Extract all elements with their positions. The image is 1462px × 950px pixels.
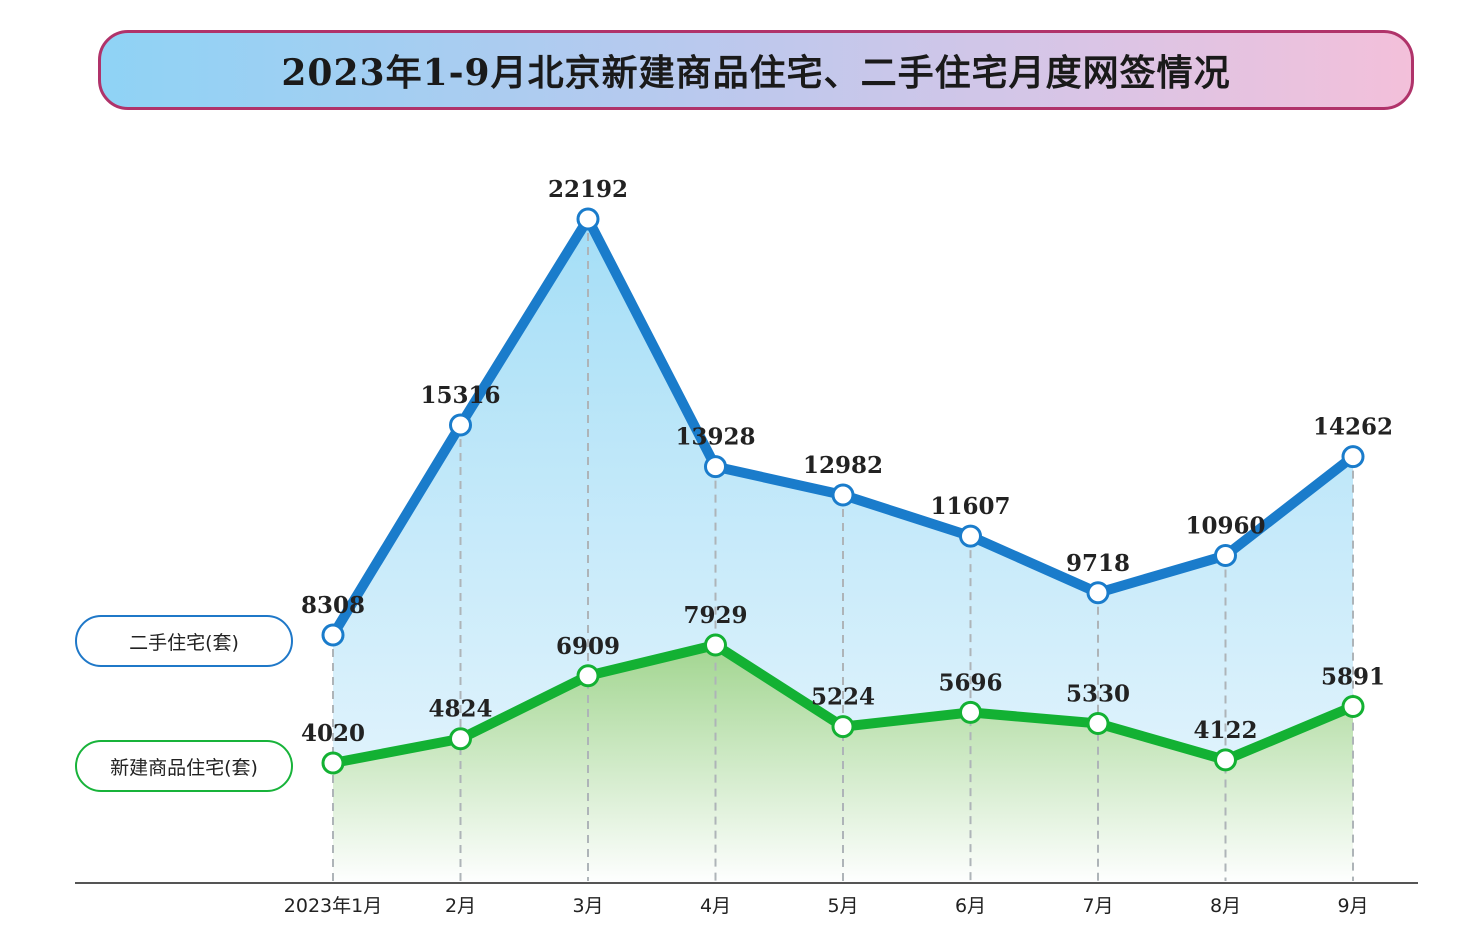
second-hand-value-label: 14262 — [1313, 414, 1393, 441]
second-hand-point — [576, 207, 600, 231]
second-hand-value-label: 10960 — [1185, 513, 1265, 540]
second-hand-point — [1341, 445, 1365, 469]
x-tick-label: 7月 — [1082, 895, 1113, 917]
x-tick-label: 9月 — [1337, 895, 1368, 917]
new-homes-point — [831, 715, 855, 739]
new-homes-value-label: 4824 — [428, 696, 492, 723]
new-homes-value-label: 6909 — [556, 633, 620, 660]
new-homes-point — [959, 700, 982, 724]
x-tick-label: 3月 — [572, 895, 603, 917]
second-hand-value-label: 9718 — [1066, 550, 1130, 577]
new-homes-point — [1086, 711, 1110, 735]
second-hand-value-label: 11607 — [930, 493, 1010, 520]
second-hand-point — [704, 455, 727, 479]
new-homes-point — [1341, 695, 1365, 719]
new-homes-value-label: 5224 — [811, 684, 875, 711]
new-homes-point — [576, 664, 600, 688]
new-homes-value-label: 5330 — [1066, 680, 1130, 707]
second-hand-point — [321, 623, 345, 647]
second-hand-point — [831, 483, 855, 507]
x-tick-label: 5月 — [827, 895, 858, 917]
second-hand-value-label: 22192 — [548, 176, 628, 203]
x-tick-label: 4月 — [700, 895, 731, 917]
second-hand-point — [959, 524, 982, 548]
second-hand-value-label: 15316 — [420, 382, 500, 409]
legend-second-hand: 二手住宅(套) — [75, 615, 293, 667]
second-hand-value-label: 8308 — [301, 592, 365, 619]
new-homes-point — [449, 727, 472, 751]
title-banner: 2023年1-9月北京新建商品住宅、二手住宅月度网签情况 — [98, 30, 1414, 110]
second-hand-point — [449, 413, 472, 437]
new-homes-point — [704, 633, 727, 657]
x-tick-label: 2月 — [445, 895, 476, 917]
new-homes-value-label: 5891 — [1321, 664, 1385, 691]
x-tick-label: 6月 — [955, 895, 986, 917]
new-homes-value-label: 4122 — [1193, 717, 1257, 744]
legend-new-homes-label: 新建商品住宅(套) — [110, 756, 258, 779]
new-homes-value-label: 5696 — [938, 669, 1002, 696]
x-tick-label: 8月 — [1210, 895, 1241, 917]
second-hand-point — [1214, 544, 1237, 568]
new-homes-value-label: 7929 — [683, 602, 747, 629]
x-tick-label: 2023年1月 — [284, 895, 382, 917]
second-hand-value-label: 13928 — [675, 424, 755, 451]
second-hand-point — [1086, 581, 1110, 605]
new-homes-value-label: 4020 — [301, 720, 365, 747]
new-homes-point — [321, 751, 345, 775]
legend-new-homes: 新建商品住宅(套) — [75, 740, 293, 792]
legend-second-hand-label: 二手住宅(套) — [129, 631, 239, 654]
chart-title: 2023年1-9月北京新建商品住宅、二手住宅月度网签情况 — [281, 52, 1231, 94]
new-homes-point — [1214, 748, 1237, 772]
second-hand-value-label: 12982 — [803, 452, 883, 479]
